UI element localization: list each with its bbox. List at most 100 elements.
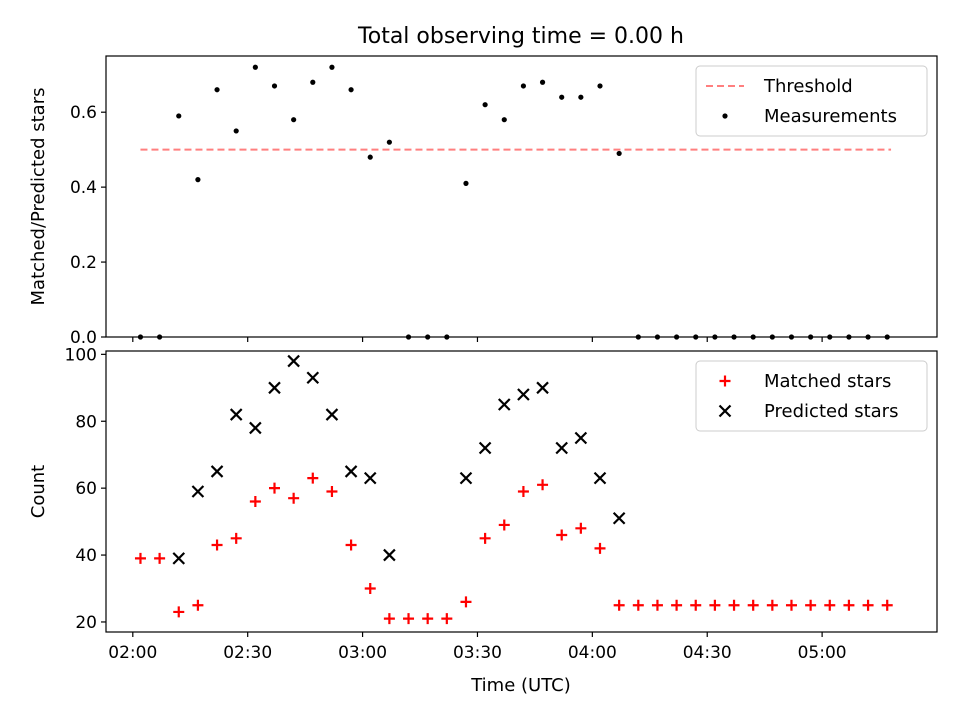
x-tick-label: 03:00 — [338, 643, 387, 663]
matched-stars-point — [345, 539, 357, 551]
measurements-point — [425, 334, 431, 340]
legend-marker — [722, 113, 728, 119]
axes-frame — [105, 55, 938, 338]
measurements-point — [482, 102, 488, 108]
measurements-point — [214, 87, 220, 93]
predicted-stars-point — [229, 408, 243, 421]
measurements-point — [252, 64, 258, 70]
measurements-point — [750, 334, 756, 340]
matched-stars-point — [517, 486, 529, 497]
measurements-point — [559, 94, 565, 100]
legend: Threshold Measurements — [695, 65, 928, 137]
matched-stars-point — [728, 599, 740, 611]
measurements-point — [367, 154, 373, 160]
matched-stars-point — [134, 552, 146, 564]
measurements-point — [157, 334, 163, 340]
measurements-point — [348, 87, 354, 93]
predicted-stars-point — [478, 441, 492, 455]
legend-marker — [719, 375, 731, 387]
matched-stars-point — [862, 599, 874, 611]
measurements-point — [386, 139, 392, 145]
measurements-point — [635, 334, 641, 340]
matched-stars-point — [154, 552, 166, 564]
legend-label: Measurements — [764, 106, 897, 127]
matched-stars-point — [268, 482, 280, 494]
matched-stars-point — [249, 496, 261, 508]
predicted-stars-point — [612, 511, 626, 525]
x-axis-label: Time (UTC) — [470, 675, 571, 696]
matched-stars-point — [575, 522, 587, 534]
matched-stars-point — [498, 519, 510, 531]
matched-stars-point — [422, 613, 434, 625]
matched-stars-point — [173, 606, 185, 618]
measurements-point — [846, 334, 852, 340]
matched-stars-point — [843, 599, 855, 611]
matched-stars-point — [766, 599, 778, 611]
matched-stars-point — [383, 613, 395, 625]
matched-stars-point — [211, 539, 223, 551]
measurements-point — [731, 334, 737, 340]
predicted-stars-point — [210, 465, 224, 478]
measurements-point — [291, 117, 297, 123]
x-tick-label: 02:00 — [108, 643, 157, 663]
measurements-point — [463, 180, 469, 186]
matched-stars-point — [632, 599, 644, 611]
measurements-point — [539, 79, 546, 85]
predicted-stars-point — [325, 408, 339, 421]
y-tick-label: 40 — [75, 546, 97, 566]
matched-stars-point — [537, 479, 549, 491]
y-axis-label: Count — [28, 465, 49, 518]
predicted-stars-point — [459, 471, 473, 485]
predicted-stars-point — [172, 552, 186, 565]
matched-stars-point — [326, 486, 338, 497]
matched-stars-point — [747, 599, 759, 611]
predicted-stars-point — [593, 471, 607, 485]
measurements-point — [654, 334, 661, 340]
y-tick-label: 0.0 — [70, 328, 97, 348]
predicted-stars-point — [555, 441, 568, 455]
x-tick-label: 04:00 — [568, 643, 617, 663]
legend-box — [695, 65, 928, 137]
matched-stars-point — [709, 599, 721, 611]
matched-stars-point — [671, 599, 683, 611]
y-tick-label: 80 — [75, 412, 97, 432]
matched-stars-point — [364, 583, 376, 595]
predicted-stars-point — [268, 381, 281, 395]
matched-stars-point — [556, 529, 568, 541]
measurements-point — [712, 334, 718, 340]
matched-stars-point — [824, 599, 836, 611]
measurements-point — [233, 128, 239, 134]
matched-stars-point — [690, 599, 702, 611]
measurements-point — [827, 334, 833, 340]
legend-marker — [718, 404, 732, 418]
legend-label: Threshold — [763, 76, 853, 97]
matched-stars-point — [594, 542, 606, 554]
matched-stars-point — [785, 599, 797, 611]
top-panel-ratio: 0.0 0.2 0.4 0.6 Matched/Predicted stars Thres… — [28, 55, 938, 348]
axes-frame — [105, 350, 938, 633]
predicted-stars-point — [574, 431, 588, 445]
measurements-point — [137, 334, 144, 340]
measurements-point — [444, 334, 450, 340]
bottom-panel-counts: 20 40 60 80 100 02:00 02:30 03:00 03:30 04:00 04:3… — [28, 345, 938, 663]
predicted-stars-point — [517, 388, 530, 401]
predicted-stars-point — [344, 465, 358, 478]
measurements-point — [176, 113, 182, 119]
x-tick-label: 04:30 — [683, 643, 732, 663]
matched-stars-point — [288, 492, 300, 504]
measurements-point — [865, 334, 871, 340]
y-tick-label: 20 — [75, 613, 97, 633]
legend-box — [695, 360, 928, 432]
measurements-point — [597, 83, 603, 89]
predicted-stars-point — [191, 485, 205, 498]
predicted-stars-point — [383, 548, 396, 562]
measurements-point — [501, 117, 507, 123]
measurements-point — [329, 64, 335, 70]
measurements-point — [578, 94, 584, 100]
y-tick-label: 0.4 — [70, 178, 97, 198]
predicted-stars-point — [249, 421, 262, 435]
y-tick-label: 60 — [75, 479, 97, 499]
measurements-point — [693, 334, 699, 340]
matched-stars-point — [230, 532, 242, 544]
